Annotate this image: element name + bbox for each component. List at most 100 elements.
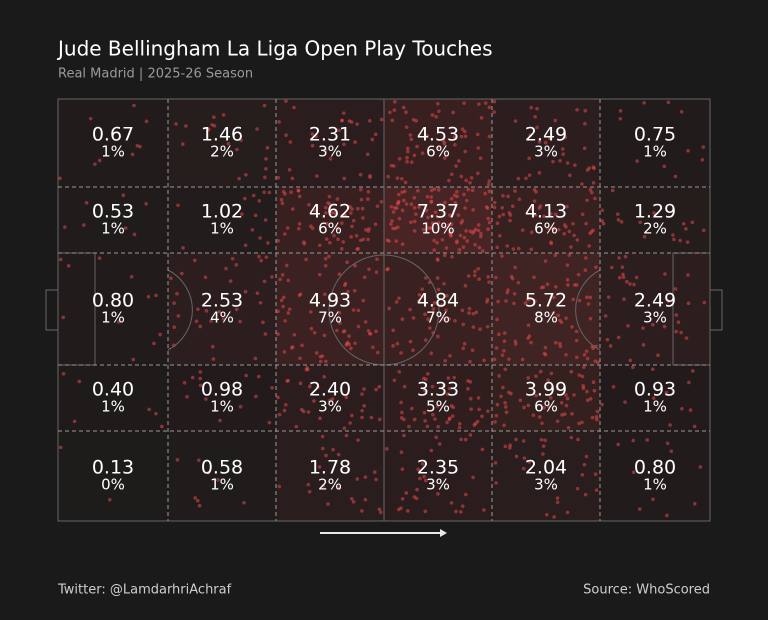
touch-dot [558,341,562,346]
touch-dot [281,295,286,300]
touch-dot [262,279,267,284]
touch-dot [562,232,566,236]
touch-dot [487,280,491,284]
touch-dot [362,403,367,408]
touch-dot [595,409,600,414]
touch-dot [463,134,468,139]
touch-dot [360,415,364,420]
touch-dot [396,507,401,512]
touch-dot [591,165,596,169]
touch-dot [465,239,470,243]
touch-dot [144,202,148,206]
touch-dot [391,328,396,333]
zone-value: 2.31 [309,124,351,146]
touch-dot [552,295,556,300]
touch-dot [462,341,467,346]
touch-dot [588,295,593,300]
touch-dot [385,238,390,242]
touch-dot [537,171,542,175]
touch-dot [447,386,452,391]
touch-dot [175,458,180,462]
touch-dot [635,159,639,163]
touch-dot [618,109,623,113]
touch-dot [437,442,442,446]
touch-dot [410,160,414,164]
touch-dot [485,324,490,329]
touch-dot [529,247,534,252]
touch-dot [190,375,195,380]
touch-dot [472,273,477,278]
touch-dot [565,204,569,209]
touch-dot [197,503,202,508]
touch-dot [351,218,356,223]
touch-dot [486,275,490,279]
touch-dot [565,161,570,165]
touch-dot [495,317,499,322]
touch-dot [464,229,468,233]
touch-dot [393,99,397,104]
touch-dot [317,272,322,277]
touch-dot [450,414,455,418]
touch-dot [310,226,315,231]
touch-dot [399,351,403,355]
touch-dot [287,307,292,311]
touch-dot [356,438,360,442]
touch-dot [562,223,567,227]
touch-dot [508,446,512,450]
touch-dot [412,153,417,158]
touch-dot [478,234,483,239]
zone-value: 1.29 [634,201,676,223]
touch-dot [180,271,184,276]
touch-dot [533,299,537,303]
touch-dot [405,155,409,160]
touch-dot [525,298,530,302]
touch-dot [420,462,425,466]
touch-dot [501,212,506,217]
touch-dot [416,467,420,472]
touch-dot [480,249,485,253]
touch-dot [385,446,389,451]
touch-dot [412,229,417,233]
touch-dot [344,395,349,400]
touch-dot [665,441,670,446]
touch-dot [553,340,558,345]
touch-dot [356,206,360,211]
touch-dot [169,276,173,281]
touch-dot [576,272,581,277]
touch-dot [651,367,655,372]
touch-dot [701,228,706,233]
touch-dot [441,384,446,389]
touch-dot [377,417,382,422]
touch-dot [288,140,293,144]
touch-dot [263,175,267,180]
touch-dot [300,343,304,348]
touch-dot [254,394,258,399]
touch-dot [555,386,560,391]
touch-dot [572,233,576,238]
touch-dot [553,212,558,217]
touch-dot [516,176,521,181]
touch-dot [436,492,440,496]
touch-dot [344,433,349,438]
zone-share: 0% [101,476,125,494]
touch-dot [138,144,142,149]
touch-dot [392,108,397,112]
touch-dot [588,397,593,401]
touch-dot [454,509,458,514]
touch-dot [339,247,344,251]
zone-value: 2.53 [201,290,243,312]
touch-dot [503,444,508,449]
touch-dot [460,219,465,223]
touch-dot [368,175,372,180]
touch-dot [279,197,284,202]
touch-dot [487,189,492,194]
touch-dot [619,220,624,224]
zone-share: 10% [421,220,454,238]
touch-dot [390,219,394,223]
touch-dot [505,244,510,248]
touch-dot [403,189,407,194]
touch-dot [529,230,534,235]
touch-dot [497,332,501,337]
touch-dot [353,140,357,144]
touch-dot [234,307,239,312]
